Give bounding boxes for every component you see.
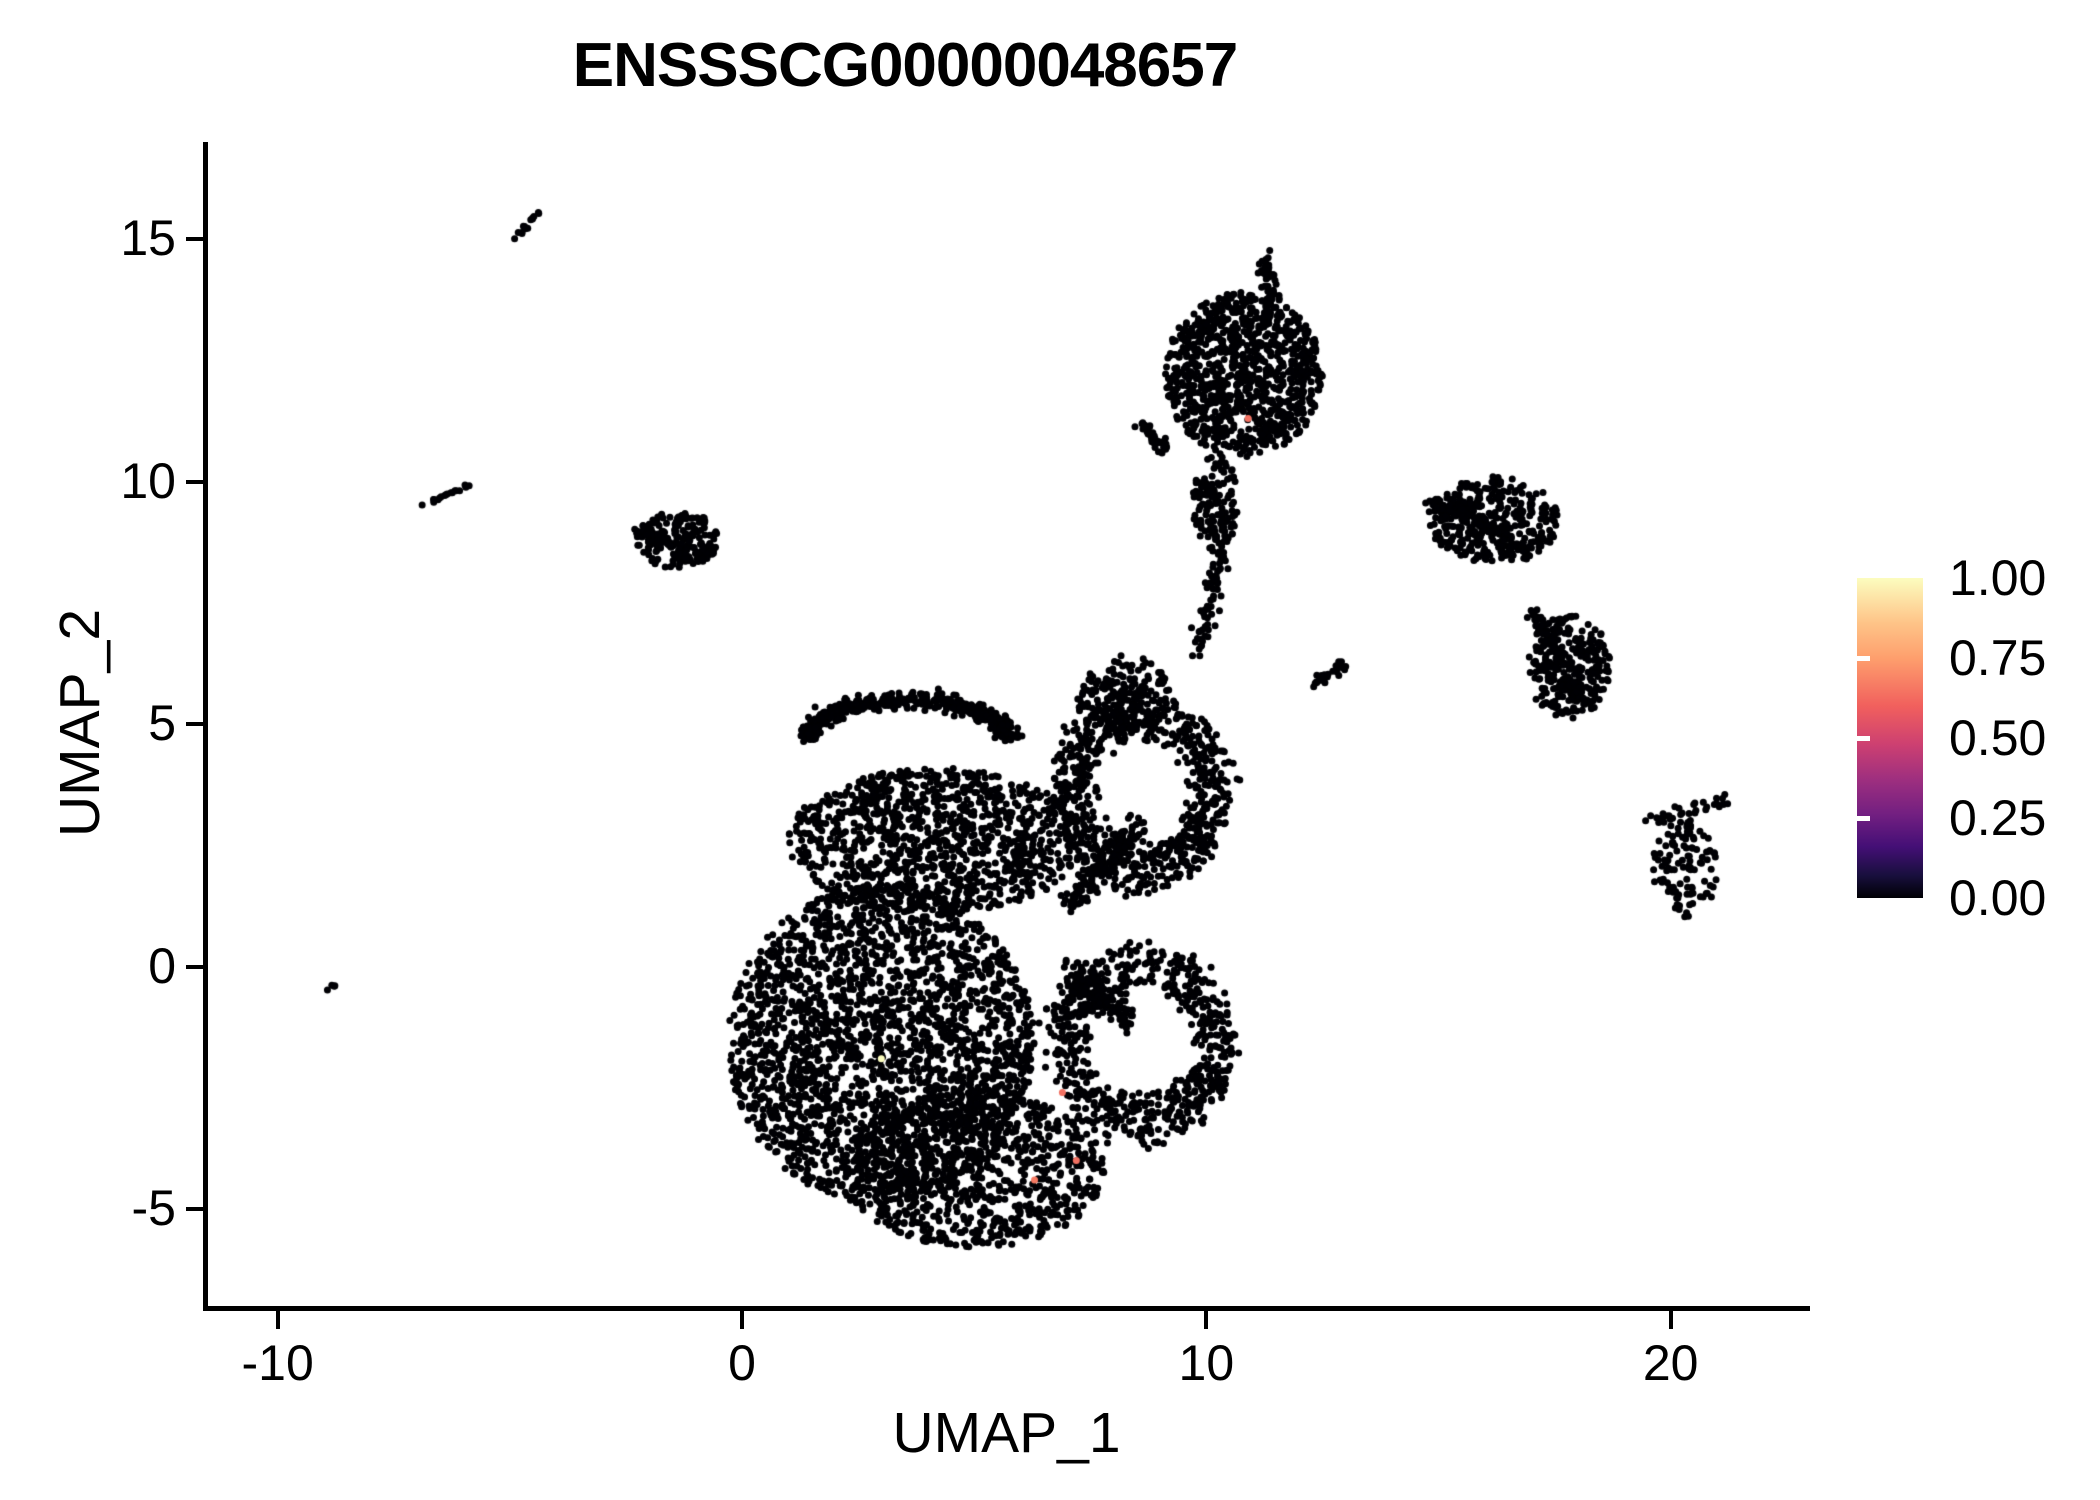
y-tick-label: 0	[148, 937, 176, 994]
colorbar-tick-label: 0.00	[1949, 870, 2047, 926]
y-tick-mark	[186, 964, 204, 969]
x-tick-label: -10	[241, 1335, 314, 1391]
y-tick-mark	[186, 722, 204, 726]
colorbar-tick-label: 0.75	[1949, 630, 2047, 686]
y-axis-title: UMAP_2	[48, 608, 112, 838]
colorbar-tick-mark	[1857, 656, 1870, 661]
colorbar-tick-mark	[2074, 656, 2087, 661]
y-axis-line	[203, 142, 208, 1311]
x-tick-mark	[740, 1311, 744, 1329]
y-tick-label: 5	[148, 695, 176, 751]
colorbar-tick-mark	[2074, 816, 2087, 821]
colorbar-tick-mark	[1857, 816, 1870, 821]
y-tick-label: -5	[131, 1180, 176, 1236]
x-tick-mark	[1204, 1311, 1209, 1329]
colorbar-legend: 1.00 0.75 0.50 0.25 0.00	[1857, 550, 2087, 926]
x-axis-line	[203, 1306, 1810, 1311]
y-tick-mark	[186, 479, 204, 484]
x-tick-mark	[275, 1311, 280, 1329]
page-title: ENSSSCG00000048657	[572, 31, 1238, 100]
x-tick-label: 20	[1642, 1335, 1699, 1391]
x-tick-mark	[1668, 1311, 1673, 1329]
colorbar-tick-mark	[2074, 736, 2087, 741]
y-tick-label: 15	[120, 210, 176, 266]
x-tick-label: 0	[728, 1335, 756, 1391]
colorbar-tick-label: 0.25	[1949, 790, 2047, 846]
colorbar-tick-mark	[1857, 736, 1870, 741]
colorbar-tick-label: 0.50	[1949, 710, 2047, 766]
scatter-plot-canvas	[208, 142, 1810, 1306]
x-axis-title: UMAP_1	[892, 1401, 1121, 1465]
x-tick-label: 10	[1178, 1335, 1235, 1391]
y-tick-label: 10	[120, 452, 176, 509]
colorbar-tick-label: 1.00	[1949, 550, 2047, 606]
y-tick-mark	[186, 1207, 204, 1211]
y-tick-mark	[186, 237, 204, 241]
